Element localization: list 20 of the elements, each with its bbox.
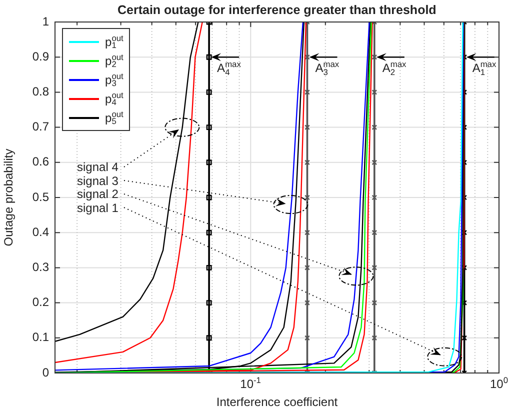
y-tick-label: 0.6 (32, 154, 50, 169)
annotation: signal 4 (77, 160, 118, 174)
y-tick-label: 0.1 (32, 330, 50, 344)
y-tick-label: 0.4 (32, 224, 50, 239)
chart-title: Certain outage for interference greater than threshold (118, 3, 436, 17)
y-tick-label: 0.3 (32, 260, 50, 274)
y-tick-label: 0.7 (32, 120, 50, 134)
x-tick-label: 10$^{0}$ (490, 374, 508, 391)
y-tick-label: 0.9 (32, 49, 50, 64)
y-tick-label: 1 (42, 14, 50, 28)
x-axis-title: Interference coefficient (216, 395, 338, 410)
annotation: signal 1 (77, 200, 118, 214)
y-axis-title: Outage probability (2, 148, 16, 246)
y-tick-label: 0.2 (32, 295, 50, 310)
annotation: signal 3 (77, 174, 118, 188)
y-tick-label: 0.8 (32, 84, 50, 99)
annotation: signal 2 (77, 187, 118, 201)
y-tick-label: 0 (42, 365, 50, 380)
y-tick-label: 0.5 (32, 190, 50, 204)
x-tick-label: 10$^{-1}$ (240, 374, 261, 391)
